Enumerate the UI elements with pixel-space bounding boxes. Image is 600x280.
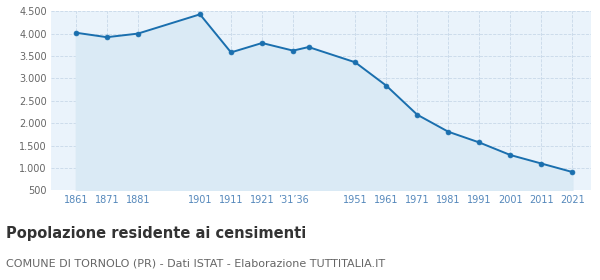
Text: COMUNE DI TORNOLO (PR) - Dati ISTAT - Elaborazione TUTTITALIA.IT: COMUNE DI TORNOLO (PR) - Dati ISTAT - El… (6, 258, 385, 268)
Text: Popolazione residente ai censimenti: Popolazione residente ai censimenti (6, 226, 306, 241)
